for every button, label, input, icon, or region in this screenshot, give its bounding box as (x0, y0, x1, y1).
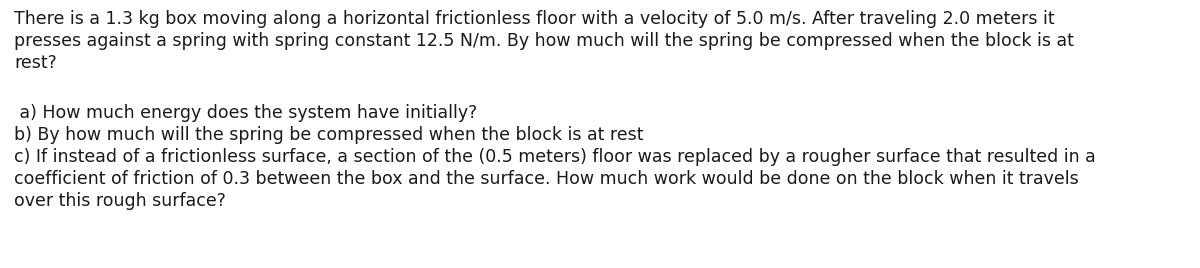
Text: a) How much energy does the system have initially?: a) How much energy does the system have … (14, 104, 478, 122)
Text: rest?: rest? (14, 54, 56, 72)
Text: There is a 1.3 kg box moving along a horizontal frictionless floor with a veloci: There is a 1.3 kg box moving along a hor… (14, 10, 1055, 28)
Text: c) If instead of a frictionless surface, a section of the (0.5 meters) floor was: c) If instead of a frictionless surface,… (14, 148, 1096, 166)
Text: over this rough surface?: over this rough surface? (14, 192, 226, 210)
Text: presses against a spring with spring constant 12.5 N/m. By how much will the spr: presses against a spring with spring con… (14, 32, 1074, 50)
Text: coefficient of friction of 0.3 between the box and the surface. How much work wo: coefficient of friction of 0.3 between t… (14, 170, 1079, 188)
Text: b) By how much will the spring be compressed when the block is at rest: b) By how much will the spring be compre… (14, 126, 643, 144)
